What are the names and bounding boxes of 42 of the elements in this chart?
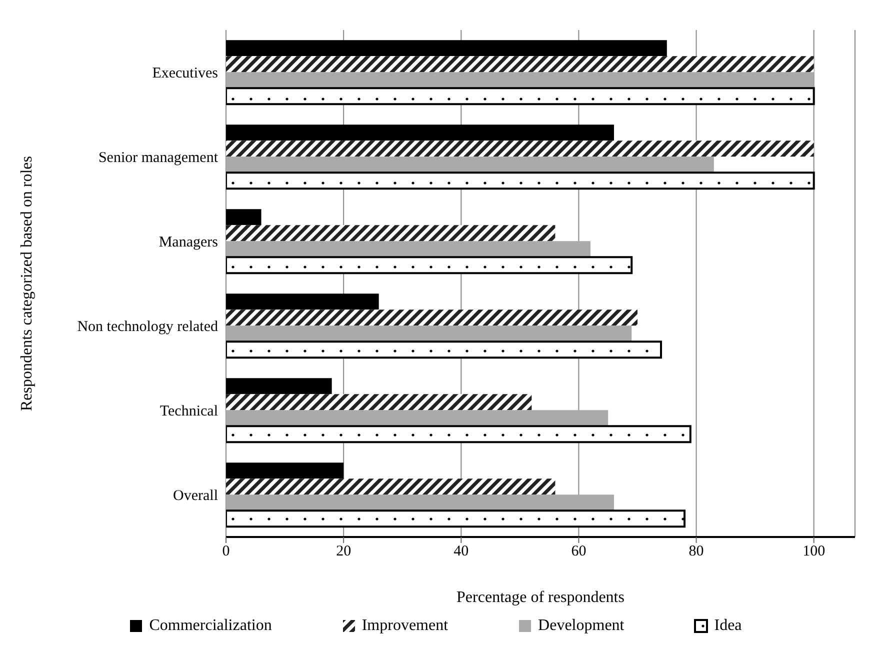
y-tick-label: Non technology related <box>77 319 218 336</box>
bar <box>226 394 532 410</box>
bar <box>226 209 262 226</box>
y-tick-label: Executives <box>152 66 218 82</box>
x-tick-label: 100 <box>802 544 826 560</box>
bar <box>226 326 632 342</box>
x-tick-label: 80 <box>688 544 704 560</box>
bar <box>226 156 714 173</box>
bar <box>226 140 814 157</box>
legend-label: Commercialization <box>148 617 272 635</box>
bar <box>226 241 590 258</box>
y-tick-label: Overall <box>173 488 218 504</box>
y-tick-label: Managers <box>158 234 218 251</box>
bar <box>226 310 638 326</box>
bar <box>226 172 815 190</box>
x-tick-label: 60 <box>571 544 586 560</box>
bar <box>226 256 633 274</box>
legend-label: Improvement <box>360 617 448 635</box>
bar <box>226 378 332 394</box>
bar <box>226 294 379 310</box>
x-tick-label: 0 <box>222 544 230 560</box>
legend-label: Development <box>537 617 624 635</box>
x-tick-label: 20 <box>336 544 352 560</box>
bar <box>226 225 556 242</box>
bar <box>226 478 556 495</box>
y-tick-label: Technical <box>160 404 218 420</box>
bar <box>226 72 814 88</box>
bar <box>226 340 662 359</box>
y-axis-title: Respondents categorized based on roles <box>18 156 36 412</box>
x-tick-label: 40 <box>454 544 469 560</box>
x-axis-title: Percentage of respondents <box>456 589 624 606</box>
bar <box>226 494 614 511</box>
y-tick-label: Senior management <box>98 150 219 166</box>
bar <box>226 410 608 426</box>
bar <box>226 40 667 56</box>
bar <box>226 56 814 72</box>
legend-label: Idea <box>713 617 742 635</box>
bar <box>226 510 686 528</box>
bar <box>226 124 614 141</box>
bar <box>226 87 815 106</box>
bar <box>226 462 344 479</box>
bar <box>226 425 692 444</box>
